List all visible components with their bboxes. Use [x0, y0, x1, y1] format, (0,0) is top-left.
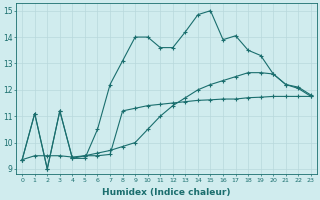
X-axis label: Humidex (Indice chaleur): Humidex (Indice chaleur) [102, 188, 231, 197]
